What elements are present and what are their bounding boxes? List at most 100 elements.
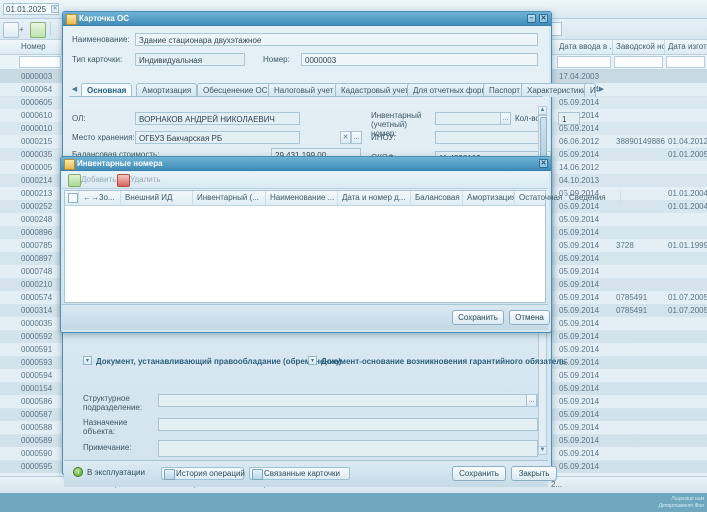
tab-nalogovyy-uchet[interactable]: Налоговый учет	[268, 83, 340, 97]
column-header-sort[interactable]: ←→3о...	[79, 191, 121, 205]
tab-more[interactable]: И	[584, 83, 596, 97]
inventory-dialog-titlebar[interactable]: Инвентарные номера ✕	[61, 157, 551, 171]
cell-number: 0000587	[21, 410, 53, 419]
cell-number: 0000588	[21, 423, 53, 432]
inventory-dialog-title: Инвентарные номера	[77, 159, 163, 168]
chevron-right-icon[interactable]: ▶	[598, 86, 605, 93]
cell-factory	[613, 317, 668, 330]
card-number-input[interactable]: 0000003	[301, 53, 538, 66]
cell-made: 01.07.2005	[668, 293, 707, 302]
close-icon[interactable]: ✕	[539, 159, 548, 168]
add-inventory-button[interactable]: Добавить	[68, 174, 116, 187]
cell-made	[665, 369, 707, 382]
cell-made	[665, 317, 707, 330]
cell-number: 0000595	[21, 462, 53, 471]
cell-factory: 0785491	[616, 306, 648, 315]
inventory-number-input[interactable]	[435, 112, 510, 125]
inventory-save-button[interactable]: Сохранить	[452, 310, 504, 325]
column-header-residual[interactable]: Остаточная	[515, 191, 565, 205]
app-footer: Лицензия ном Департамент Фин	[0, 493, 707, 512]
plus-icon[interactable]: +	[19, 25, 24, 34]
asset-card-tabs[interactable]: ◀ Основная Амортизация Обесценение ОС На…	[69, 82, 593, 97]
tab-amortizatsiya[interactable]: Амортизация	[136, 83, 198, 97]
column-header-select-all[interactable]	[65, 191, 79, 205]
cell-factory	[613, 187, 668, 200]
cell-date_in: 05.09.2014	[559, 397, 600, 406]
inventory-lookup-icon[interactable]: ...	[500, 112, 511, 125]
tab-dlya-otchetnyh-form[interactable]: Для отчетных форм	[407, 83, 493, 97]
column-header-date-in[interactable]: Дата ввода в ...	[556, 40, 613, 54]
tab-pasport[interactable]: Паспорт	[483, 83, 526, 97]
tab-obescenenie[interactable]: Обесценение ОС	[197, 83, 274, 97]
cards-icon	[252, 469, 263, 480]
inventory-cancel-button[interactable]: Отмена	[509, 310, 550, 325]
cell-date_in: 05.09.2014	[559, 358, 600, 367]
storage-clear-icon[interactable]: ✕	[340, 131, 351, 144]
inventory-grid[interactable]: ←→3о... Внешний ИД Инвентарный (... Наим…	[64, 190, 621, 303]
storage-lookup-icon[interactable]: ...	[351, 131, 362, 144]
column-header-number[interactable]: Номер	[18, 40, 62, 54]
nav-icon[interactable]	[3, 22, 19, 38]
structural-unit-input[interactable]	[158, 394, 538, 407]
save-button[interactable]: Сохранить	[452, 466, 506, 481]
cell-made: 01.01.1999	[668, 241, 707, 250]
chevron-down-icon-1[interactable]: ▾	[83, 356, 92, 365]
filter-date-in-input[interactable]	[557, 56, 611, 68]
note-input[interactable]	[158, 440, 538, 457]
column-header-info[interactable]: Сведения	[565, 191, 621, 205]
cell-number: 0000005	[21, 163, 53, 172]
column-header-inventory-no[interactable]: Инвентарный (...	[193, 191, 266, 205]
column-header-made-date[interactable]: Дата изготов	[668, 42, 707, 51]
delete-inventory-button[interactable]: Удалить	[117, 174, 161, 187]
tab-kadastrovyy-uchet[interactable]: Кадастровый учет	[335, 83, 415, 97]
date-filter-input[interactable]: 01.01.2025	[3, 3, 59, 15]
minimize-icon[interactable]: –	[527, 14, 536, 23]
refresh-icon[interactable]	[30, 22, 46, 38]
cell-number: 0000605	[21, 98, 53, 107]
object-purpose-input[interactable]	[158, 418, 538, 431]
history-button[interactable]: История операций	[161, 467, 245, 480]
cell-factory	[613, 174, 668, 187]
chevron-left-icon[interactable]: ◀	[71, 86, 78, 93]
close-button[interactable]: Закрыть	[511, 466, 557, 481]
ol-value[interactable]: ВОРНАКОВ АНДРЕЙ НИКОЛАЕВИЧ	[135, 112, 300, 125]
column-header-external-id[interactable]: Внешний ИД	[121, 191, 193, 205]
cell-date_in: 05.09.2014	[559, 293, 600, 302]
inventory-numbers-dialog[interactable]: Инвентарные номера ✕ Добавить Удалить ←→…	[60, 156, 621, 333]
cell-factory	[613, 70, 668, 83]
tab-osnovnaya[interactable]: Основная	[81, 83, 133, 97]
select-all-checkbox[interactable]	[68, 193, 78, 203]
filter-factory-input[interactable]	[614, 56, 663, 68]
asset-card-titlebar[interactable]: Карточка ОС – ✕	[63, 12, 551, 26]
filter-number-input[interactable]	[19, 56, 61, 68]
cell-date_in: 05.09.2014	[559, 189, 600, 198]
cell-number: 0000896	[21, 228, 53, 237]
cell-number: 0000213	[21, 189, 53, 198]
structural-unit-lookup-icon[interactable]: ...	[526, 394, 537, 407]
cell-factory	[613, 330, 668, 343]
linked-cards-button[interactable]: Связанные карточки	[249, 467, 350, 480]
column-header-balance[interactable]: Балансовая	[411, 191, 463, 205]
qty-value[interactable]: 1	[558, 112, 580, 125]
storage-value[interactable]: ОГБУЗ Бакчарская РБ	[135, 131, 300, 144]
inou-input[interactable]	[435, 131, 540, 144]
column-header-name[interactable]: Наименование ...	[266, 191, 338, 205]
clear-icon[interactable]: ✕	[51, 5, 59, 13]
scroll-up-icon[interactable]: ▲	[538, 106, 547, 115]
column-header-factory-no[interactable]: Заводской но...	[613, 40, 665, 54]
column-header-depreciation[interactable]: Амортизация	[463, 191, 515, 205]
column-header-doc-date-no[interactable]: Дата и номер д...	[338, 191, 411, 205]
chevron-down-icon-2[interactable]: ▾	[308, 356, 317, 365]
note-label: Примечание:	[83, 443, 132, 452]
cell-date_in: 06.06.2012	[559, 137, 600, 146]
group-header-guarantee-document[interactable]: Документ-основание возникновения гаранти…	[321, 357, 567, 366]
name-input[interactable]: Здание стационара двухэтажное	[135, 33, 538, 46]
cell-number: 0000589	[21, 436, 53, 445]
scroll-down-icon[interactable]: ▼	[538, 446, 547, 455]
close-icon[interactable]: ✕	[539, 14, 548, 23]
cell-date_in: 04.10.2013	[559, 176, 600, 185]
cell-factory	[613, 161, 668, 174]
group-header-ownership-document[interactable]: Документ, устанавливающий правообладание…	[96, 357, 342, 366]
filter-made-input[interactable]	[666, 56, 705, 68]
tab-harakteristiki[interactable]: Характеристики	[521, 83, 593, 97]
